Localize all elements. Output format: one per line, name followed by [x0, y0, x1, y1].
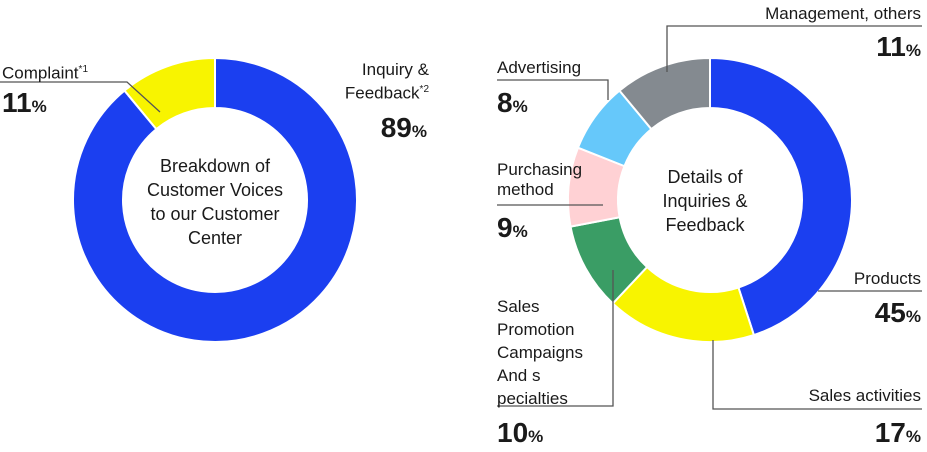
chart2-title-line: Inquiries & [662, 191, 748, 211]
label-advertising: Advertising [497, 58, 582, 77]
chart1-title-line: Customer Voices [146, 180, 284, 200]
label-complaint-text: Complaint [2, 63, 79, 83]
unit-percent: % [512, 222, 528, 241]
donut-slice-complaint [123, 56, 216, 131]
leader-line-advertising [497, 79, 609, 100]
leader-line-management [666, 25, 922, 72]
value-sales-activities: 17% [875, 418, 921, 452]
value-complaint-number: 11 [2, 87, 32, 118]
label-complaint-note: *1 [78, 64, 88, 75]
value-sales-promotion: 10% [497, 418, 543, 452]
leader-lines [0, 25, 922, 410]
chart2-title-line: Details of [667, 167, 743, 187]
value-advertising-number: 8 [497, 87, 513, 118]
unit-percent: % [905, 307, 921, 326]
leader-line-sales-activities [712, 340, 922, 410]
chart1-title-line: to our Customer [150, 204, 280, 224]
label-sales-promotion-line: pecialties [497, 389, 568, 408]
value-inquiry-feedback: 89% [381, 113, 427, 147]
label-inquiry-feedback: Inquiry & Feedback*2 [345, 60, 429, 104]
label-feedback-note: *2 [419, 84, 429, 95]
label-purchasing-line: Purchasing [497, 160, 583, 179]
label-sales-promotion-line: Campaigns [497, 343, 583, 362]
chart1-title-line: Breakdown of [159, 156, 271, 176]
leader-line-sales-promotion [497, 270, 614, 407]
value-products-number: 45 [874, 297, 906, 328]
unit-percent: % [411, 122, 427, 141]
donut-chart-inquiry-details [567, 56, 853, 343]
donut-slice-products [709, 56, 853, 337]
label-sales-promotion-line: Sales [497, 297, 540, 316]
label-feedback-text: Feedback [344, 83, 420, 103]
leader-line-complaint [0, 81, 161, 113]
unit-percent: % [905, 41, 921, 60]
chart2-center-title: Details of Inquiries & Feedback [630, 165, 780, 237]
value-sales-activities-number: 17 [874, 417, 906, 448]
unit-percent: % [512, 97, 528, 116]
value-advertising: 8% [497, 88, 528, 122]
label-management-others: Management, others [765, 4, 921, 23]
label-complaint: Complaint*1 [2, 60, 88, 84]
donut-slice-management-others [618, 56, 711, 131]
value-inquiry-feedback-number: 89 [380, 112, 412, 143]
chart1-center-title: Breakdown of Customer Voices to our Cust… [120, 154, 310, 250]
donut-chart-customer-voices [72, 56, 358, 343]
value-management-others: 11% [876, 32, 921, 66]
chart2-title-line: Feedback [665, 215, 745, 235]
value-complaint: 11% [2, 88, 47, 122]
label-method-line: method [497, 180, 554, 199]
label-products: Products [853, 269, 921, 288]
label-sales-promotion: Sales Promotion Campaigns And s pecialti… [497, 295, 583, 410]
label-sales-promotion-line: And s [497, 366, 541, 385]
label-sales-promotion-line: Promotion [497, 320, 575, 339]
donut-slice-inquiry-feedback [72, 56, 358, 343]
value-purchasing-number: 9 [497, 212, 513, 243]
label-feedback-line: Feedback*2 [345, 80, 429, 104]
value-products: 45% [875, 298, 921, 332]
label-inquiry-line: Inquiry & [361, 60, 429, 79]
label-sales-activities: Sales activities [808, 386, 921, 405]
label-purchasing-method: Purchasing method [497, 160, 582, 200]
unit-percent: % [31, 97, 47, 116]
value-purchasing-method: 9% [497, 213, 528, 247]
unit-percent: % [528, 427, 544, 446]
unit-percent: % [905, 427, 921, 446]
chart1-title-line: Center [187, 228, 243, 248]
value-management-number: 11 [876, 31, 906, 62]
value-sales-promotion-number: 10 [497, 417, 529, 448]
